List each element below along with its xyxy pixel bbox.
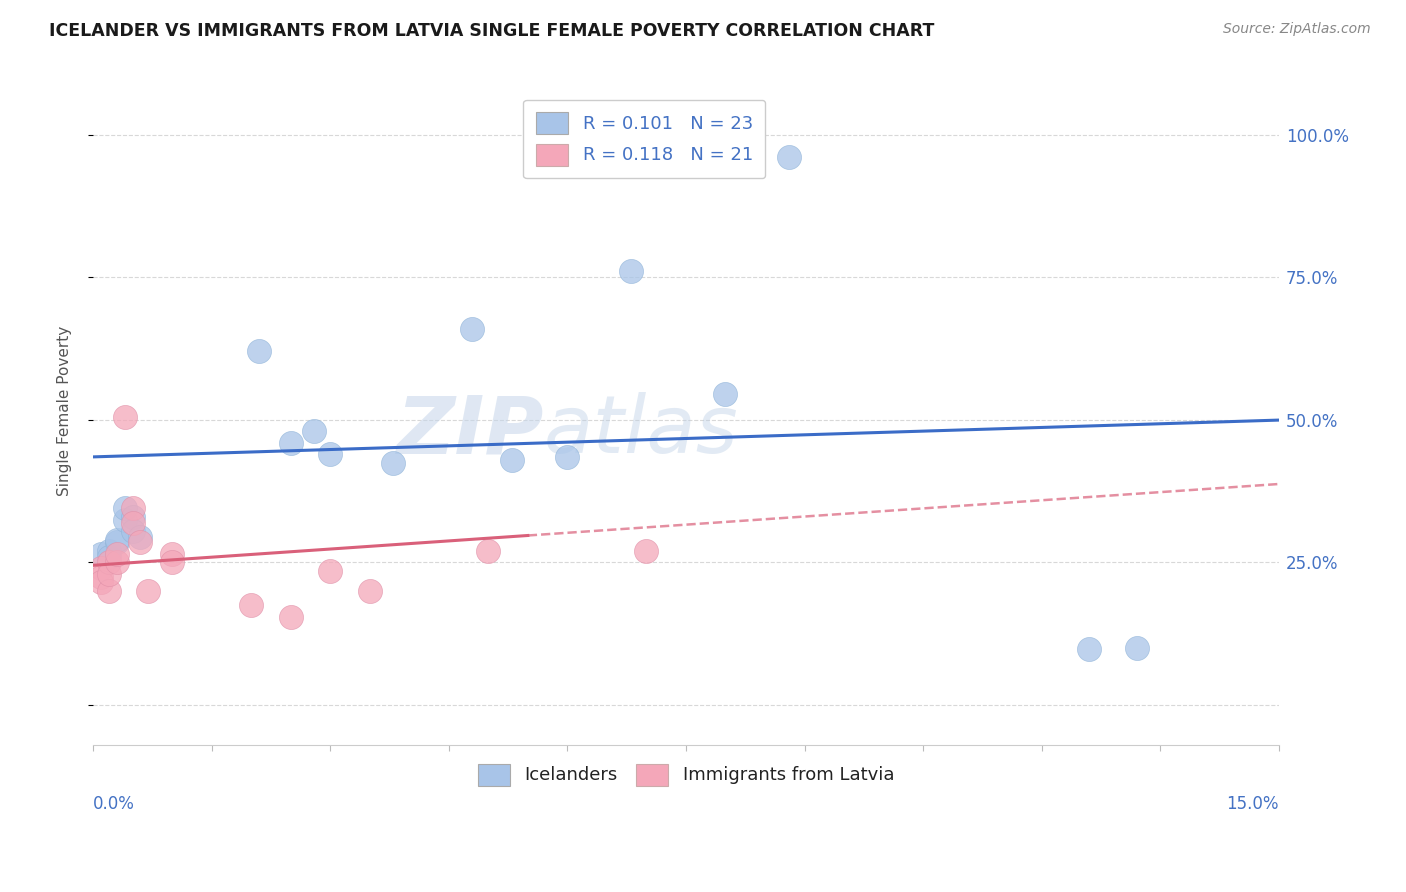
Text: atlas: atlas <box>544 392 738 470</box>
Point <box>97 566 120 581</box>
Point <box>97 556 120 570</box>
Text: 0.0%: 0.0% <box>93 795 135 814</box>
Point <box>129 535 152 549</box>
Point <box>138 584 160 599</box>
Text: 15.0%: 15.0% <box>1226 795 1279 814</box>
Point <box>319 447 342 461</box>
Point <box>1078 642 1101 657</box>
Point <box>121 524 143 538</box>
Point <box>304 424 326 438</box>
Point <box>160 556 183 570</box>
Point <box>461 321 484 335</box>
Point <box>121 509 143 524</box>
Point <box>121 516 143 530</box>
Point <box>359 584 381 599</box>
Point <box>105 547 128 561</box>
Point <box>714 387 737 401</box>
Point <box>280 435 302 450</box>
Point <box>280 609 302 624</box>
Point <box>97 549 120 564</box>
Point <box>90 561 112 575</box>
Legend: Icelanders, Immigrants from Latvia: Icelanders, Immigrants from Latvia <box>471 756 901 793</box>
Point <box>97 544 120 558</box>
Point <box>114 501 136 516</box>
Point <box>114 513 136 527</box>
Point <box>90 547 112 561</box>
Point <box>90 575 112 590</box>
Text: ICELANDER VS IMMIGRANTS FROM LATVIA SINGLE FEMALE POVERTY CORRELATION CHART: ICELANDER VS IMMIGRANTS FROM LATVIA SING… <box>49 22 935 40</box>
Point <box>121 501 143 516</box>
Point <box>114 409 136 424</box>
Point <box>105 556 128 570</box>
Point <box>501 452 523 467</box>
Point <box>105 535 128 549</box>
Point <box>97 584 120 599</box>
Point <box>477 544 499 558</box>
Point <box>636 544 658 558</box>
Text: ZIP: ZIP <box>396 392 544 470</box>
Point <box>557 450 579 464</box>
Point <box>105 533 128 547</box>
Point <box>129 530 152 544</box>
Point <box>319 564 342 578</box>
Point <box>620 264 643 278</box>
Y-axis label: Single Female Poverty: Single Female Poverty <box>58 326 72 496</box>
Point <box>160 547 183 561</box>
Point <box>382 456 405 470</box>
Point <box>778 150 800 164</box>
Text: Source: ZipAtlas.com: Source: ZipAtlas.com <box>1223 22 1371 37</box>
Point <box>240 599 263 613</box>
Point <box>90 570 112 584</box>
Point <box>247 344 270 359</box>
Point <box>1125 641 1147 656</box>
